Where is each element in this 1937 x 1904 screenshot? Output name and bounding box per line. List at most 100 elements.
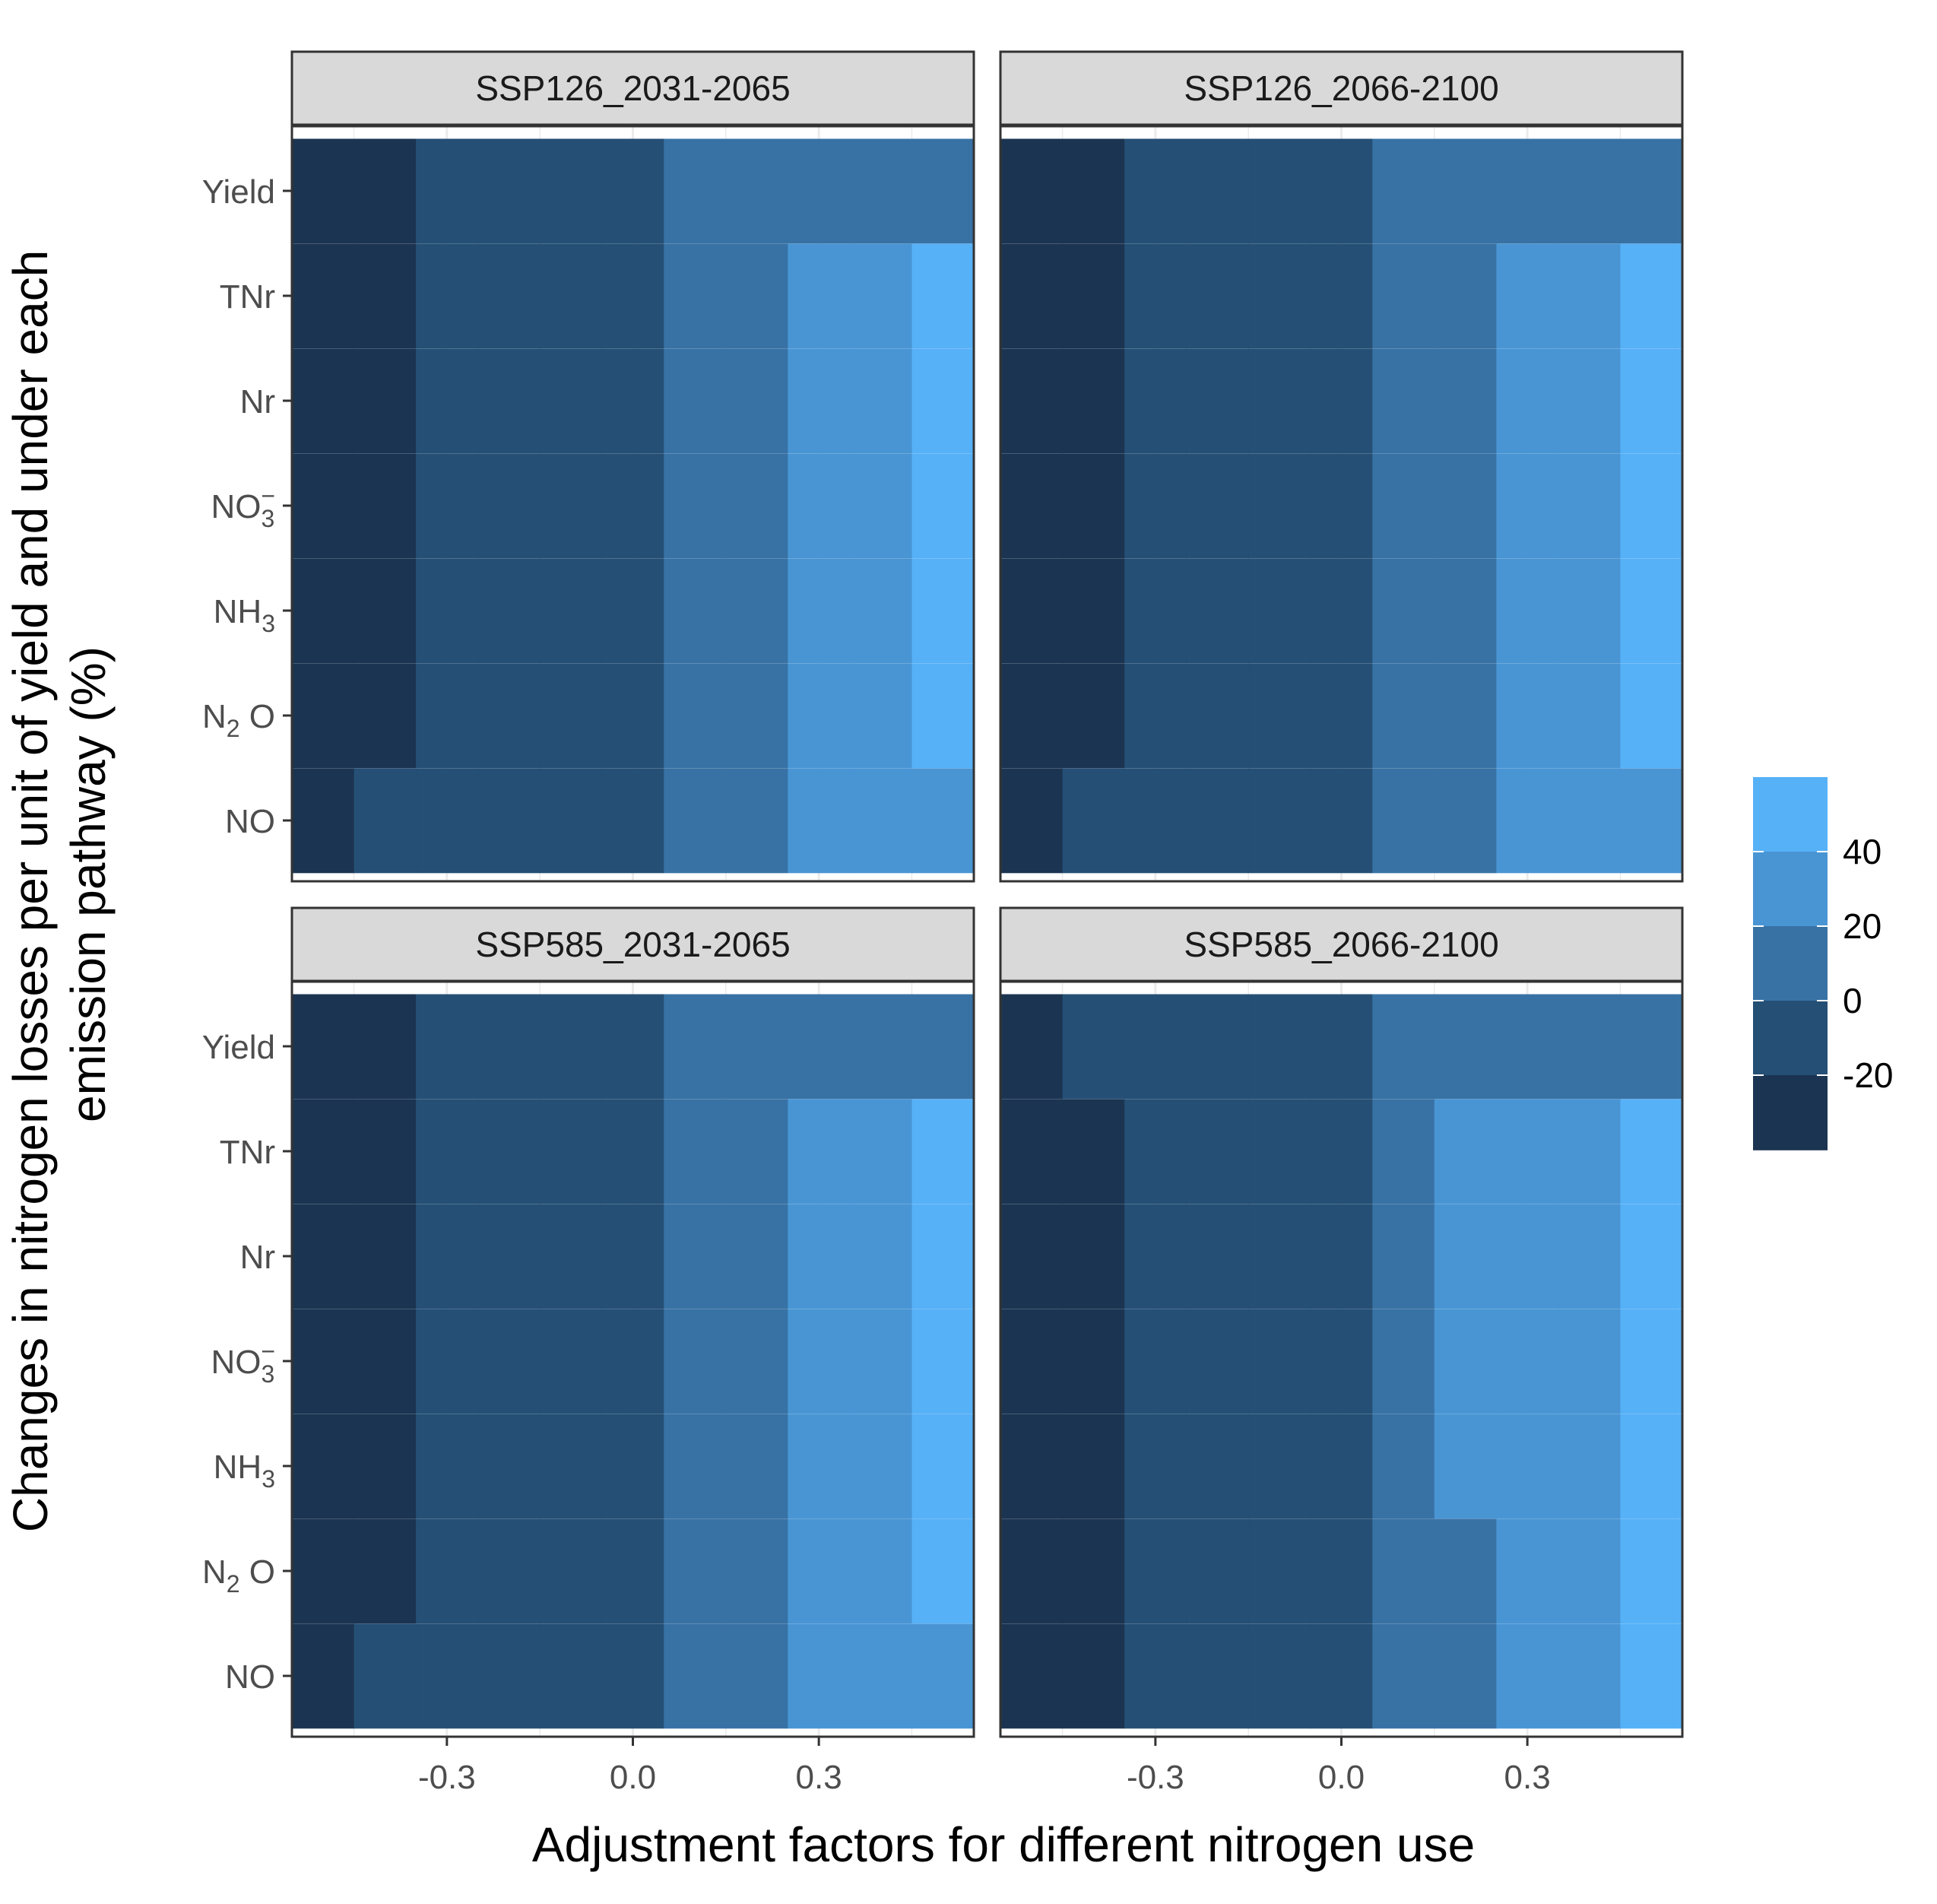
heatmap-tile-NH3-8 — [788, 1414, 851, 1519]
heatmap-tile-Yield-1 — [1062, 994, 1125, 1100]
heatmap-tile-NO-3 — [1186, 1623, 1249, 1729]
heatmap-tile-NO3-0 — [292, 1309, 355, 1414]
heatmap-tile-NH3-10 — [1620, 1414, 1683, 1519]
heatmap-tile-N2O-7 — [1434, 663, 1497, 769]
heatmap-tile-NO3-6 — [1372, 453, 1435, 559]
heatmap-tile-NO3-9 — [1558, 1309, 1622, 1414]
heatmap-tile-NO-2 — [416, 768, 479, 874]
heatmap-tile-TNr-8 — [788, 243, 851, 349]
heatmap-tile-NO3-8 — [1496, 453, 1559, 559]
heatmap-tile-NO-6 — [664, 1623, 727, 1729]
heatmap-tile-N2O-6 — [664, 1518, 727, 1624]
heatmap-tile-NO-9 — [849, 768, 913, 874]
heatmap-tile-TNr-4 — [540, 1099, 603, 1204]
heatmap-tile-TNr-4 — [1248, 1099, 1311, 1204]
heatmap-tile-NH3-1 — [353, 1414, 417, 1519]
heatmap-tile-TNr-2 — [416, 1099, 479, 1204]
heatmap-tile-Yield-1 — [353, 138, 417, 244]
heatmap-tile-TNr-7 — [1434, 243, 1497, 349]
heatmap-tile-NO3-10 — [911, 453, 975, 559]
y-tick-label-NO3: NO3− — [211, 1338, 275, 1388]
heatmap-tile-Nr-6 — [664, 1204, 727, 1309]
y-tick-label-text: Yield — [202, 173, 275, 211]
heatmap-tile-TNr-1 — [1062, 243, 1125, 349]
y-tick-label-Yield: Yield — [202, 1029, 275, 1066]
heatmap-tile-NO3-5 — [601, 453, 664, 559]
heatmap-tile-TNr-0 — [1000, 1099, 1064, 1204]
heatmap-tile-NO-4 — [540, 1623, 603, 1729]
heatmap-tile-Nr-3 — [1186, 1204, 1249, 1309]
legend-break-label: 20 — [1843, 906, 1882, 946]
y-tick-label-text: NH — [214, 593, 262, 630]
heatmap-tile-N2O-10 — [1620, 663, 1683, 769]
heatmap-tile-Nr-7 — [1434, 1204, 1497, 1309]
heatmap-tile-NH3-10 — [911, 1414, 975, 1519]
y-tick-label-text: NO — [225, 803, 275, 840]
heatmap-tile-Nr-2 — [416, 348, 479, 454]
heatmap-tile-Yield-3 — [1186, 138, 1249, 244]
heatmap-tile-TNr-6 — [664, 1099, 727, 1204]
heatmap-tile-NH3-3 — [1186, 558, 1249, 664]
heatmap-tile-NH3-2 — [1124, 558, 1187, 664]
heatmap-tile-N2O-5 — [601, 1518, 664, 1624]
y-tick-label-subscript: 3 — [262, 1360, 275, 1388]
heatmap-tile-Nr-6 — [664, 348, 727, 454]
heatmap-tile-TNr-9 — [1558, 243, 1622, 349]
heatmap-tile-NO3-5 — [1310, 1309, 1373, 1414]
heatmap-tile-N2O-2 — [1124, 663, 1187, 769]
heatmap-tile-N2O-3 — [1186, 663, 1249, 769]
heatmap-tile-Nr-8 — [788, 1204, 851, 1309]
y-tick-label-tail: O — [240, 1553, 275, 1591]
legend-break-label: 40 — [1843, 832, 1882, 871]
heatmap-tile-TNr-0 — [292, 243, 355, 349]
heatmap-tile-N2O-1 — [353, 1518, 417, 1624]
x-tick-label: 0.3 — [796, 1759, 842, 1796]
heatmap-tile-NO-9 — [1558, 1623, 1622, 1729]
heatmap-tile-NH3-1 — [1062, 558, 1125, 664]
heatmap-tile-TNr-5 — [1310, 1099, 1373, 1204]
heatmap-tile-Yield-2 — [1124, 138, 1187, 244]
heatmap-tile-TNr-10 — [911, 243, 975, 349]
heatmap-tile-Nr-3 — [1186, 348, 1249, 454]
heatmap-tile-Yield-4 — [540, 994, 603, 1100]
heatmap-tile-Yield-4 — [540, 138, 603, 244]
heatmap-tile-NO3-3 — [1186, 1309, 1249, 1414]
heatmap-tile-NO-0 — [292, 768, 355, 874]
heatmap-tile-Yield-10 — [911, 994, 975, 1100]
heatmap-tile-Nr-8 — [788, 348, 851, 454]
heatmap-tile-N2O-0 — [292, 1518, 355, 1624]
heatmap-tile-TNr-2 — [1124, 243, 1187, 349]
facet-strip — [290, 906, 975, 982]
heatmap-tile-NO3-4 — [540, 453, 603, 559]
heatmap-tile-NO3-9 — [849, 453, 913, 559]
heatmap-tile-N2O-5 — [1310, 663, 1373, 769]
heatmap-tile-Nr-9 — [1558, 348, 1622, 454]
heatmap-tile-Nr-3 — [477, 1204, 541, 1309]
heatmap-tile-NO-10 — [1620, 1623, 1683, 1729]
heatmap-tile-NO-5 — [1310, 768, 1373, 874]
heatmap-tile-NO-2 — [416, 1623, 479, 1729]
heatmap-tile-NO-6 — [1372, 1623, 1435, 1729]
heatmap-tile-NO3-0 — [1000, 453, 1064, 559]
heatmap-tile-TNr-9 — [1558, 1099, 1622, 1204]
y-tick-label-Yield: Yield — [202, 173, 275, 211]
heatmap-tile-NH3-4 — [1248, 1414, 1311, 1519]
heatmap-tile-Nr-4 — [1248, 1204, 1311, 1309]
heatmap-tile-N2O-9 — [849, 663, 913, 769]
heatmap-tile-Yield-0 — [292, 994, 355, 1100]
heatmap-tile-N2O-3 — [477, 1518, 541, 1624]
heatmap-tile-TNr-7 — [1434, 1099, 1497, 1204]
heatmap-tile-N2O-3 — [477, 663, 541, 769]
heatmap-tile-NO-10 — [1620, 768, 1683, 874]
heatmap-tile-TNr-3 — [1186, 1099, 1249, 1204]
heatmap-tile-TNr-10 — [1620, 1099, 1683, 1204]
heatmap-tile-Yield-7 — [725, 994, 788, 1100]
y-axis-title-line-1: Changes in nitrogen losses per unit of y… — [3, 250, 58, 1532]
y-axis-title: Changes in nitrogen losses per unit of y… — [3, 236, 116, 1532]
heatmap-tile-TNr-2 — [1124, 1099, 1187, 1204]
heatmap-tile-Nr-2 — [1124, 348, 1187, 454]
heatmap-tile-NO-3 — [477, 768, 541, 874]
heatmap-tile-NO3-7 — [1434, 1309, 1497, 1414]
heatmap-tile-N2O-1 — [1062, 1518, 1125, 1624]
heatmap-tile-N2O-1 — [1062, 663, 1125, 769]
